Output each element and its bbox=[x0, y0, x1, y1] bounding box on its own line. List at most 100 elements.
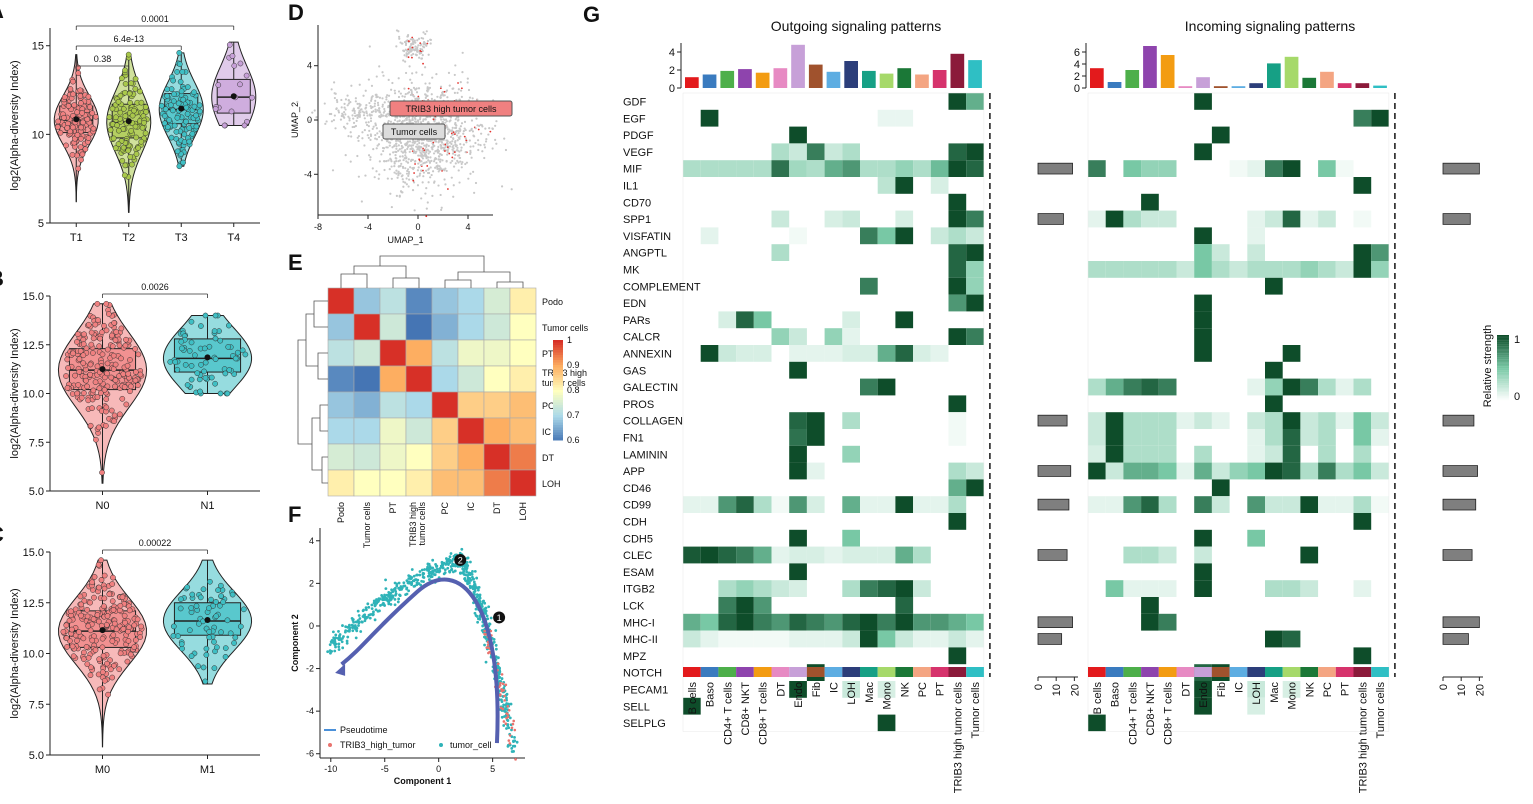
tumor-cell-point bbox=[433, 568, 437, 572]
top-bar-tick-label: 4 bbox=[669, 47, 675, 59]
color-scale-segment bbox=[553, 377, 563, 381]
cell-point bbox=[427, 152, 430, 155]
data-point bbox=[85, 93, 92, 100]
cell-point bbox=[360, 200, 363, 203]
data-point bbox=[88, 329, 95, 336]
signal-cell bbox=[806, 143, 825, 161]
color-scale-segment bbox=[553, 350, 563, 353]
data-point bbox=[107, 666, 114, 673]
cell-point bbox=[409, 166, 412, 169]
data-point bbox=[133, 134, 140, 141]
cell-point bbox=[374, 99, 377, 102]
tumor-cell-point bbox=[350, 623, 354, 627]
trib3-cell-point bbox=[487, 651, 490, 655]
cell-point bbox=[421, 142, 425, 145]
data-point bbox=[128, 80, 134, 87]
cell-point bbox=[424, 96, 427, 99]
cell-point bbox=[408, 150, 411, 153]
cell-point bbox=[395, 169, 398, 172]
cell-point bbox=[334, 127, 337, 130]
side-bar bbox=[1037, 465, 1072, 477]
x-tick-label: N0 bbox=[95, 500, 109, 512]
trib3-cell-point bbox=[483, 629, 486, 633]
legend-trib3-swatch bbox=[328, 743, 332, 747]
cell-point bbox=[428, 82, 431, 85]
cell-point bbox=[409, 49, 412, 53]
cell-point bbox=[430, 173, 433, 177]
tumor-cell-point bbox=[405, 579, 409, 583]
signal-cell bbox=[948, 429, 967, 446]
signal-cell bbox=[913, 613, 931, 631]
data-point bbox=[179, 69, 186, 75]
row-label: COLLAGEN bbox=[623, 416, 683, 428]
cell-point bbox=[405, 160, 408, 163]
data-point bbox=[103, 327, 110, 334]
cell-point bbox=[350, 135, 353, 138]
cell-point bbox=[428, 150, 432, 153]
signal-cell bbox=[930, 227, 949, 245]
legend-gradient-segment bbox=[1497, 379, 1509, 381]
cell-point bbox=[445, 160, 448, 163]
x-tick-label: T2 bbox=[122, 232, 135, 244]
data-point bbox=[101, 595, 108, 602]
signal-cell bbox=[1282, 210, 1301, 228]
trib3-cell-point bbox=[413, 172, 415, 174]
data-point bbox=[198, 323, 204, 329]
signal-cell bbox=[1300, 462, 1319, 480]
cell-point bbox=[452, 184, 455, 187]
side-bar-tick-label: 0 bbox=[1438, 684, 1450, 690]
signal-cell bbox=[1265, 462, 1283, 480]
data-point bbox=[206, 628, 213, 635]
cell-point bbox=[408, 140, 412, 143]
cell-point bbox=[438, 168, 441, 171]
cell-point bbox=[347, 102, 350, 105]
tumor-cell-point bbox=[387, 600, 391, 604]
cell-point bbox=[393, 165, 396, 168]
data-point bbox=[138, 138, 145, 145]
branch-node-2 bbox=[454, 553, 467, 566]
corr-cell bbox=[457, 313, 485, 341]
cell-point bbox=[375, 95, 378, 99]
tumor-cell-point bbox=[475, 614, 479, 618]
data-point bbox=[99, 644, 106, 651]
signal-cell bbox=[824, 345, 843, 362]
data-point bbox=[76, 368, 83, 375]
cell-point bbox=[376, 132, 379, 135]
top-bar bbox=[1284, 56, 1299, 88]
col-color-strip bbox=[700, 667, 719, 677]
tumor-cell-point bbox=[348, 626, 352, 630]
x-tick-label: T4 bbox=[227, 232, 240, 244]
cell-point bbox=[407, 116, 411, 119]
data-point bbox=[196, 108, 203, 115]
cell-point bbox=[347, 99, 350, 102]
signal-cell bbox=[1353, 462, 1372, 480]
cell-point bbox=[422, 171, 426, 174]
signal-cell bbox=[1353, 496, 1372, 513]
cell-point bbox=[402, 166, 405, 169]
signal-cell bbox=[789, 630, 807, 648]
cell-point bbox=[336, 100, 339, 104]
cell-point bbox=[380, 133, 383, 137]
cell-point bbox=[382, 160, 386, 163]
cell-point bbox=[449, 116, 453, 119]
data-point bbox=[178, 338, 185, 345]
signal-cell bbox=[806, 613, 825, 631]
legend-gradient-segment bbox=[1497, 398, 1509, 401]
data-point bbox=[106, 591, 113, 598]
cell-point bbox=[430, 97, 434, 100]
cell-point bbox=[483, 156, 486, 160]
data-point bbox=[90, 350, 96, 356]
cell-point bbox=[397, 95, 401, 99]
signal-cell bbox=[1353, 261, 1372, 278]
corr-cell bbox=[457, 443, 485, 471]
signal-cell bbox=[842, 613, 860, 631]
tumor-cell-point bbox=[420, 568, 424, 572]
data-point bbox=[234, 349, 241, 356]
cell-point bbox=[440, 139, 443, 142]
cell-point bbox=[368, 129, 371, 132]
cell-point bbox=[396, 116, 399, 119]
data-point bbox=[161, 120, 168, 127]
top-bar bbox=[968, 60, 982, 88]
